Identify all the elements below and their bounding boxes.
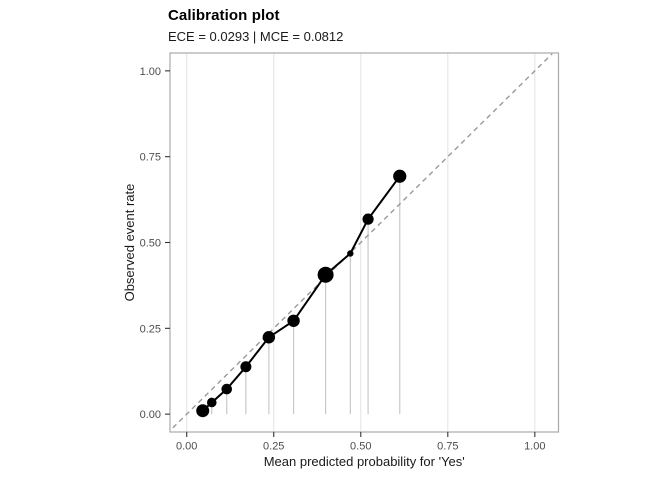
data-point bbox=[287, 314, 300, 327]
data-point bbox=[347, 250, 354, 257]
data-point bbox=[240, 361, 252, 373]
identity-line bbox=[172, 53, 553, 429]
data-point bbox=[221, 383, 233, 395]
data-point bbox=[362, 213, 374, 225]
data-point bbox=[393, 169, 407, 183]
data-point bbox=[206, 397, 217, 408]
x-axis-title: Mean predicted probability for 'Yes' bbox=[264, 454, 465, 469]
y-tick-label: 0.50 bbox=[140, 238, 161, 250]
plot-subtitle: ECE = 0.0293 | MCE = 0.0812 bbox=[168, 29, 344, 44]
y-tick-label: 1.00 bbox=[140, 66, 161, 78]
data-point bbox=[196, 404, 210, 418]
x-tick-label: 0.75 bbox=[437, 441, 458, 453]
y-tick-label: 0.75 bbox=[140, 152, 161, 164]
data-point bbox=[262, 331, 276, 344]
plot-title: Calibration plot bbox=[168, 7, 280, 24]
data-point bbox=[317, 266, 334, 283]
y-tick-label: 0.25 bbox=[140, 323, 161, 335]
x-tick-label: 0.00 bbox=[176, 441, 197, 453]
calibration-line bbox=[202, 175, 401, 412]
x-tick-label: 1.00 bbox=[524, 441, 545, 453]
y-tick-label: 0.00 bbox=[140, 409, 161, 421]
y-axis-title: Observed event rate bbox=[122, 184, 137, 302]
panel-border bbox=[169, 52, 560, 433]
x-tick-label: 0.50 bbox=[350, 441, 371, 453]
x-tick-label: 0.25 bbox=[263, 441, 284, 453]
